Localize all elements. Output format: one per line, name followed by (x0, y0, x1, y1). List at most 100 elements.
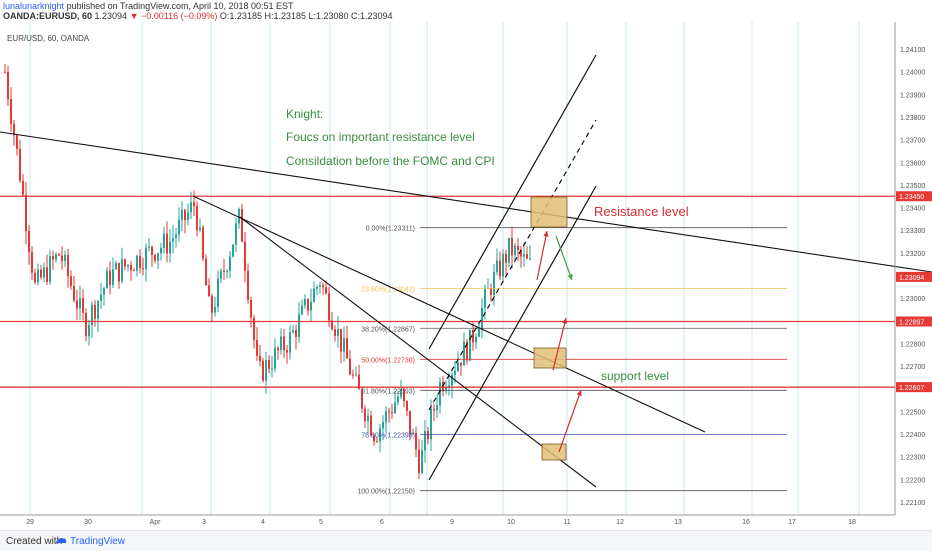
time-tick-label: 13 (674, 519, 682, 526)
fib-level-label: 61.80%(1.22593) (361, 388, 415, 395)
candle-body (421, 450, 423, 474)
candle-body (55, 254, 57, 260)
time-tick-label: 16 (742, 519, 750, 526)
candle-body (268, 360, 270, 369)
candle-body (460, 362, 462, 366)
zone-box[interactable] (533, 347, 567, 369)
candle-body (262, 360, 264, 381)
candle-body (67, 254, 69, 277)
candle-body (211, 296, 213, 313)
symbol-line: OANDA:EURUSD, 60 (3, 11, 93, 21)
candle-body (130, 264, 132, 271)
channel-lower-line[interactable] (428, 185, 597, 481)
arrow-up-support-2[interactable] (558, 389, 582, 453)
candle-body (10, 98, 12, 124)
candle-body (241, 209, 243, 242)
zone-box[interactable] (541, 443, 567, 461)
candle-body (376, 441, 378, 443)
candle-body (388, 411, 390, 413)
price-tick-label: 1.22200 (900, 477, 925, 484)
candle-body (433, 408, 435, 411)
candle-body (133, 270, 135, 272)
candle-body (169, 241, 171, 254)
candle-body (334, 329, 336, 336)
candle-body (175, 234, 177, 239)
candle-body (49, 255, 51, 282)
arrow-down-green-head (567, 274, 573, 280)
arrow-up-resistance[interactable] (536, 230, 548, 281)
price-chart[interactable]: 0.00%(1.23311)23.60%(1.23042)38.20%(1.22… (0, 0, 932, 530)
candle-body (517, 245, 519, 251)
candle-body (367, 415, 369, 422)
candle-body (301, 305, 303, 315)
candle-body (85, 312, 87, 337)
candle-body (280, 336, 282, 351)
candle-body (451, 374, 453, 386)
price-tick-label: 1.23500 (900, 183, 925, 190)
candle-body (298, 314, 300, 337)
note-line-1: Foucs on important resistance level (286, 130, 475, 144)
candle-body (151, 246, 153, 255)
long-downtrend-line[interactable] (0, 131, 932, 273)
candle-body (25, 194, 27, 232)
price-tick-label: 1.22100 (900, 500, 925, 507)
session-gridlines (29, 22, 860, 515)
zone-box[interactable] (530, 196, 568, 228)
candle-body (91, 304, 93, 326)
candle-body (190, 202, 192, 213)
arrow-up-support-1[interactable] (552, 317, 567, 371)
candle-body (355, 374, 357, 376)
channel-upper-line[interactable] (428, 54, 597, 350)
candle-body (40, 269, 42, 278)
candle-body (127, 264, 129, 267)
candle-body (256, 340, 258, 356)
author-link[interactable]: lunalunarknight (3, 1, 65, 11)
candle-body (415, 432, 417, 450)
channel-mid-line[interactable] (428, 119, 597, 411)
price-tick-label: 1.23200 (900, 251, 925, 258)
candle-body (157, 253, 159, 261)
candle-body (310, 301, 312, 311)
arrow-down-green[interactable] (555, 235, 573, 281)
candle-body (274, 348, 276, 369)
candle-body (352, 374, 354, 376)
price-axis: 1.24100 1.24000 1.23900 1.23800 1.23700 1.236… (894, 22, 932, 515)
candle-body (103, 288, 105, 295)
candle-body (4, 71, 6, 73)
time-tick-label: 11 (563, 519, 570, 526)
candle-body (361, 389, 363, 409)
trend-drawings (0, 54, 932, 488)
candle-body (436, 405, 438, 411)
candle-body (514, 245, 516, 256)
candle-body (481, 307, 483, 330)
candle-body (88, 325, 90, 337)
candle-body (448, 385, 450, 388)
tradingview-brand-link[interactable]: TradingView (70, 536, 126, 547)
created-with-label: Created with (6, 536, 63, 547)
candle-body (253, 317, 255, 341)
candle-body (475, 336, 477, 343)
candle-body (28, 231, 30, 252)
candle-body (400, 389, 402, 397)
price-tag-badge (896, 316, 932, 327)
candle-body (118, 262, 120, 282)
price-tick-label: 1.22400 (900, 432, 925, 439)
candle-body (331, 320, 333, 330)
downtrend-line-b[interactable] (239, 216, 597, 488)
candle-body (202, 227, 204, 259)
arrow-up-support-1-head (562, 318, 568, 324)
candle-body (64, 254, 66, 262)
candle-body (394, 402, 396, 413)
candle-body (430, 408, 432, 440)
candle-body (472, 329, 474, 343)
fib-level-label: 0.00%(1.23311) (366, 226, 415, 233)
price-tag-label: 1.22607 (899, 385, 924, 392)
price-tick-label: 1.22300 (900, 455, 925, 462)
fib-level-label: 100.00%(1.22150) (357, 489, 415, 496)
price-tick-label: 1.23700 (900, 138, 925, 145)
candle-body (478, 329, 480, 337)
candlestick-series (4, 64, 531, 479)
candle-body (235, 223, 237, 245)
horizontal-levels (0, 195, 895, 388)
published-info: published on TradingView.com, April 10, … (66, 1, 294, 11)
